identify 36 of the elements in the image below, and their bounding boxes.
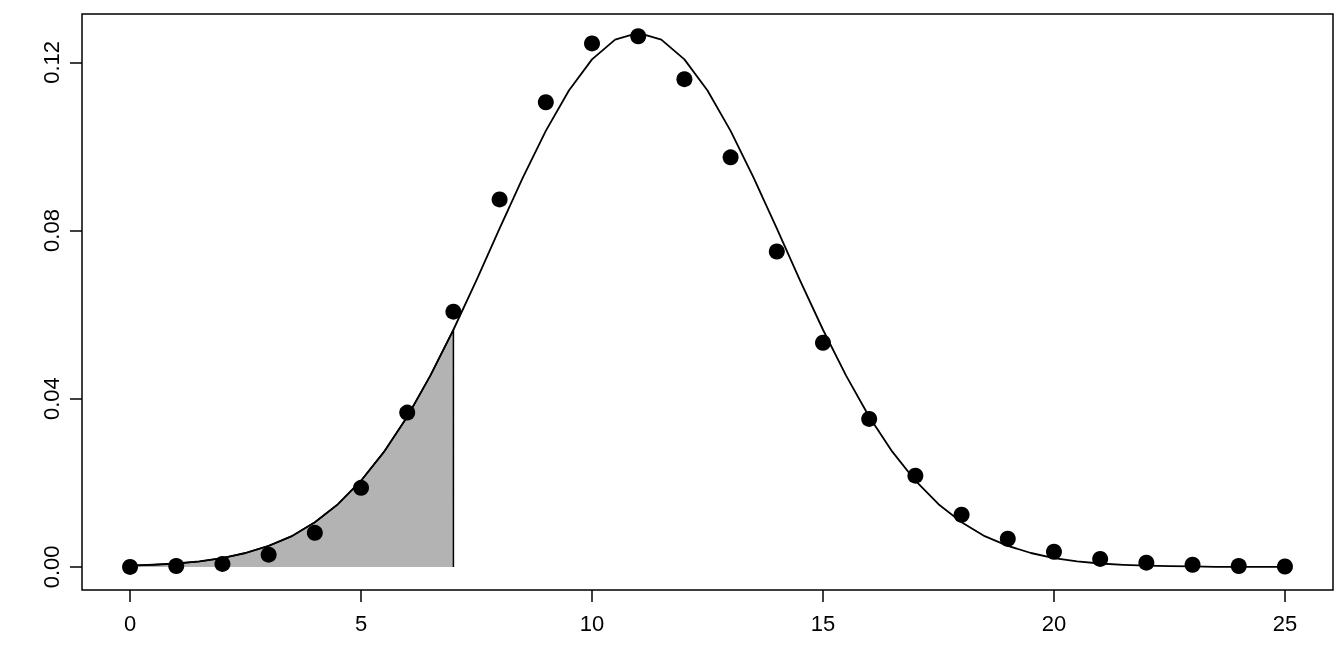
point	[768, 243, 785, 260]
point	[1138, 554, 1155, 571]
y-tick-label: 0.12	[38, 40, 64, 84]
x-tick-label: 5	[354, 610, 368, 636]
point	[491, 191, 508, 208]
point	[861, 410, 878, 427]
y-tick-label: 0.08	[38, 209, 64, 252]
point	[584, 35, 601, 52]
point	[1230, 558, 1247, 575]
point	[445, 303, 462, 320]
point	[907, 467, 924, 484]
point	[1045, 543, 1062, 560]
point	[1276, 558, 1293, 575]
x-tick-label: 10	[579, 610, 605, 636]
point	[537, 94, 554, 111]
point	[630, 28, 647, 45]
point	[399, 404, 416, 421]
point	[168, 558, 185, 575]
point	[999, 530, 1016, 547]
point	[353, 479, 370, 496]
x-tick-label: 25	[1272, 610, 1298, 636]
x-tick-label: 0	[123, 610, 137, 636]
point	[122, 558, 139, 575]
point	[722, 149, 739, 166]
point	[1092, 550, 1109, 567]
x-tick-label: 15	[810, 610, 836, 636]
point	[815, 334, 831, 351]
point	[676, 71, 693, 88]
point	[953, 506, 970, 523]
x-tick-label: 20	[1041, 610, 1067, 636]
point	[214, 555, 231, 572]
point	[306, 524, 323, 541]
point	[260, 546, 277, 563]
point	[1184, 556, 1201, 573]
y-tick-label: 0.00	[38, 545, 64, 589]
y-tick-label: 0.04	[38, 377, 64, 421]
